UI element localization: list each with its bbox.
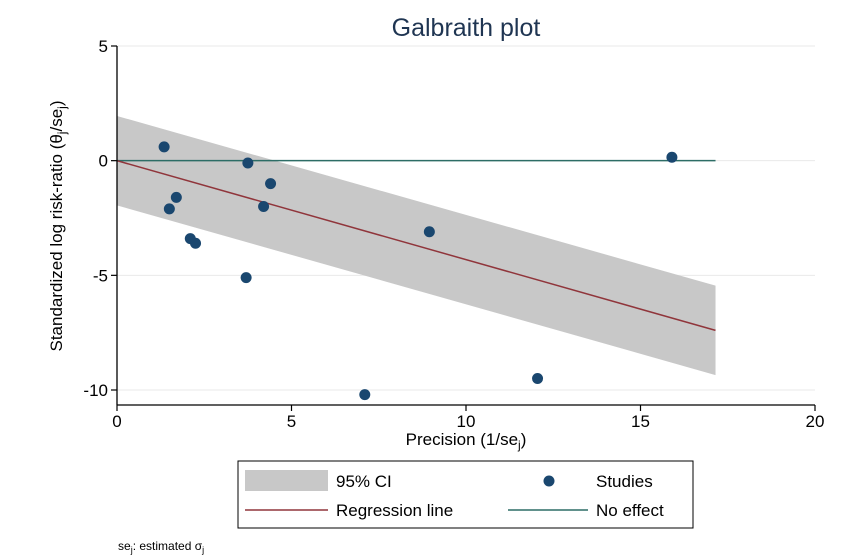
x-ticks: 0 5 10 15 20 [112, 405, 824, 431]
study-point [163, 203, 175, 215]
legend-studies-label: Studies [596, 472, 653, 491]
x-axis-label: Precision (1/sej) [406, 430, 527, 452]
legend-noeffect-label: No effect [596, 501, 664, 520]
lines-layer [116, 159, 716, 332]
legend-ci-label: 95% CI [336, 472, 392, 491]
study-point [158, 141, 170, 153]
study-point [240, 272, 252, 284]
y-tick-label: 0 [99, 152, 108, 171]
study-point [423, 226, 435, 238]
legend-ci-swatch [245, 470, 328, 491]
chart-note: sej: estimated σj [118, 539, 204, 555]
study-point [532, 373, 544, 385]
x-tick-label: 0 [112, 412, 121, 431]
y-axis-label: Standardized log risk-ratio (θj/sej) [47, 100, 69, 351]
study-point [170, 191, 182, 203]
study-point [258, 201, 270, 213]
study-points [158, 141, 678, 401]
x-tick-label: 10 [457, 412, 476, 431]
legend-studies-marker [543, 475, 555, 487]
y-tick-label: 5 [99, 37, 108, 56]
study-point [265, 178, 277, 190]
y-tick-label: -10 [83, 381, 108, 400]
study-point [242, 157, 254, 169]
legend-regression-label: Regression line [336, 501, 453, 520]
x-tick-label: 15 [631, 412, 650, 431]
y-tick-label: -5 [93, 266, 108, 285]
study-point [190, 237, 202, 249]
y-ticks: 5 0 -5 -10 [83, 37, 117, 400]
x-tick-label: 5 [287, 412, 296, 431]
x-tick-label: 20 [806, 412, 825, 431]
legend: 95% CI Studies Regression line No effect [237, 460, 694, 529]
chart-title: Galbraith plot [392, 14, 541, 42]
regression-line [116, 159, 716, 332]
study-point [359, 389, 371, 401]
study-point [666, 151, 678, 163]
